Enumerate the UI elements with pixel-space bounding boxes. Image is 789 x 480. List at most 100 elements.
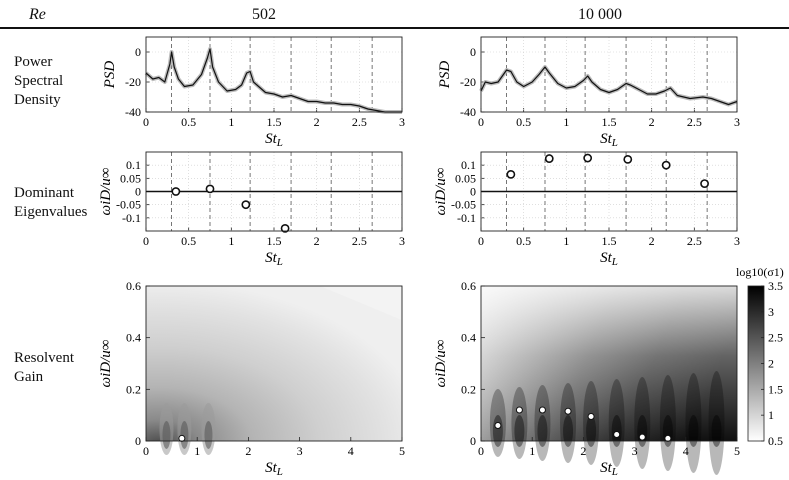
- psd-line: [480, 66, 738, 106]
- x-tick-label: 3: [632, 444, 638, 458]
- x-tick-label: 1: [563, 234, 569, 248]
- contour-lobe: [634, 377, 651, 469]
- re-label: Re: [29, 6, 46, 23]
- x-tick-label: 4: [683, 444, 689, 458]
- colorbar-tick-label: 3: [768, 305, 774, 319]
- y-tick-label: -0.05: [116, 198, 141, 212]
- psd-502-frame: [145, 36, 403, 113]
- row-label-line: Eigenvalues: [14, 204, 88, 220]
- x-tick-label: 5: [399, 444, 405, 458]
- x-tick-label: 2.5: [352, 234, 367, 248]
- x-tick-label: 0: [478, 444, 484, 458]
- contour-lobe: [583, 381, 600, 465]
- contour-band: [320, 286, 402, 321]
- y-axis-label: ωiD/u∞: [98, 339, 114, 387]
- contour-lobe: [685, 373, 702, 473]
- y-axis-label: PSD: [102, 61, 118, 90]
- colorbar-tick-label: 3.5: [768, 279, 783, 293]
- y-tick-label: 0.05: [120, 171, 141, 185]
- eigenvalue-marker: [623, 154, 633, 164]
- x-tick-label: 4: [348, 444, 354, 458]
- x-tick-label: 3: [734, 234, 740, 248]
- y-tick-label: 0: [135, 185, 141, 199]
- contour-lobe: [537, 415, 548, 447]
- resolvent-peak-marker: [178, 434, 186, 442]
- column-header-10000: 10 000: [578, 6, 622, 23]
- colorbar-tick-label: 1.5: [768, 382, 783, 396]
- x-tick-label: 0: [143, 115, 149, 129]
- y-tick-label: 0.05: [455, 171, 476, 185]
- colorbar-tick-label: 1: [768, 408, 774, 422]
- y-tick-label: -40: [460, 105, 476, 119]
- x-tick-label: 3: [399, 115, 405, 129]
- y-axis-label: ωiD/u∞: [433, 339, 449, 387]
- row-label-line: Power: [14, 54, 53, 70]
- eigenvalue-marker: [506, 169, 516, 179]
- row-label-line: Density: [14, 92, 61, 108]
- resolvent-peak-marker: [587, 412, 595, 420]
- contour-lobe: [204, 421, 213, 449]
- row-label-line: Resolvent: [14, 350, 74, 366]
- x-tick-label: 2.5: [352, 115, 367, 129]
- x-tick-label: 2: [649, 234, 655, 248]
- contour-lobe: [711, 415, 722, 447]
- resolvent-peak-marker: [538, 406, 546, 414]
- colorbar-tick-label: 0.5: [768, 434, 783, 448]
- eigenvalue-marker: [280, 223, 290, 233]
- row-label-res: Resolvent Gain: [14, 349, 74, 387]
- contour-lobe: [180, 421, 189, 449]
- x-tick-label: 0: [478, 115, 484, 129]
- y-tick-label: 0.6: [126, 279, 141, 293]
- resolvent-peak-marker: [515, 406, 523, 414]
- eig-10000-frame: [480, 151, 738, 232]
- res-502-frame: [145, 285, 403, 442]
- eig-502-frame: [145, 151, 403, 232]
- contour-lobe: [659, 375, 676, 471]
- row-label-eig: Dominant Eigenvalues: [14, 184, 87, 222]
- y-tick-label: 0: [470, 434, 476, 448]
- x-tick-label: 5: [734, 444, 740, 458]
- x-tick-label: 1: [563, 115, 569, 129]
- contour-lobe: [708, 371, 725, 475]
- x-tick-label: 0.5: [181, 115, 196, 129]
- x-axis-label: StL: [265, 131, 283, 149]
- y-tick-label: 0.4: [461, 331, 476, 345]
- psd-line: [145, 48, 402, 113]
- x-tick-label: 1: [228, 234, 234, 248]
- resolvent-peak-marker: [638, 433, 646, 441]
- contour-lobe: [611, 415, 622, 447]
- eigenvalue-marker: [171, 187, 181, 196]
- res-10000-frame: [480, 285, 738, 442]
- y-tick-label: 0: [470, 45, 476, 59]
- eigenvalue-marker: [700, 179, 709, 188]
- header-rule: [0, 27, 789, 29]
- x-axis-label: StL: [265, 460, 283, 478]
- x-tick-label: 1: [529, 444, 535, 458]
- x-tick-label: 0: [478, 234, 484, 248]
- psd-10000-axes: 0 0.5 1 1.5 2 2.5 3 0 -20 -40 StL PSD: [437, 37, 740, 149]
- x-tick-label: 2: [649, 115, 655, 129]
- x-tick-label: 3: [734, 115, 740, 129]
- resolvent-peak-marker: [494, 422, 502, 429]
- y-tick-label: 0.2: [126, 382, 141, 396]
- contour-lobe: [492, 415, 503, 447]
- x-tick-label: 0.5: [516, 115, 531, 129]
- y-tick-label: 0.1: [461, 158, 476, 172]
- row-label-line: Dominant: [14, 185, 74, 201]
- psd-502-axes: 0 0.5 1 1.5 2 2.5 3 0 -20 -40 StL PSD: [102, 37, 405, 149]
- y-axis-label: ωiD/u∞: [433, 167, 449, 215]
- x-tick-label: 3: [297, 444, 303, 458]
- colorbar-label: log10(σ1): [736, 265, 784, 279]
- y-tick-label: 0.6: [461, 279, 476, 293]
- contour-lobe: [534, 385, 551, 461]
- row-label-line: Gain: [14, 369, 44, 385]
- y-tick-label: 0: [135, 45, 141, 59]
- row-label-line: Spectral: [14, 73, 64, 89]
- contour-lobe: [162, 421, 171, 449]
- x-tick-label: 3: [399, 234, 405, 248]
- contour-lobe: [637, 415, 648, 447]
